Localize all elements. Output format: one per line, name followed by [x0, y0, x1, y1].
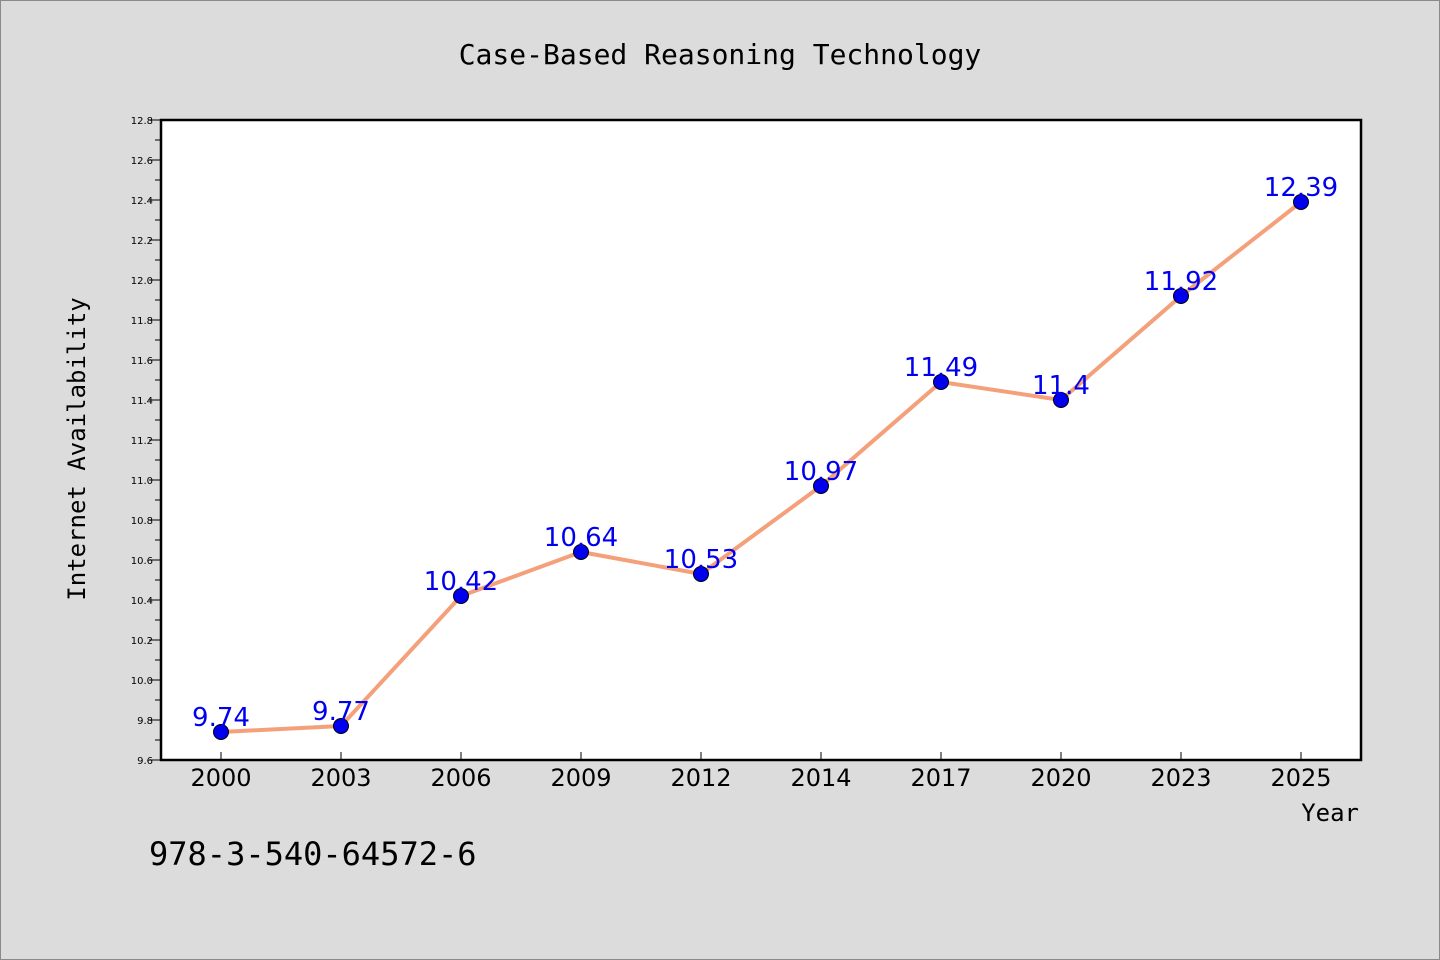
x-tick-label: 2003 [310, 764, 371, 792]
data-label: 10.97 [784, 457, 858, 487]
data-point [213, 724, 229, 740]
y-tick-label: 12.2 [131, 236, 153, 247]
y-tick-label: 9.6 [137, 756, 153, 767]
footnote-text: 978-3-540-64572-6 [149, 835, 477, 873]
x-tick-label: 2014 [790, 764, 851, 792]
data-label: 11.92 [1144, 267, 1218, 297]
x-tick-label: 2017 [910, 764, 971, 792]
y-tick-label: 12.6 [131, 156, 153, 167]
data-point [813, 478, 829, 494]
y-tick-label: 10.2 [131, 636, 153, 647]
data-label: 11.4 [1032, 371, 1090, 401]
data-point [453, 588, 469, 604]
series-layer [213, 194, 1309, 740]
x-tick-label: 2012 [670, 764, 731, 792]
x-tick-label: 2009 [550, 764, 611, 792]
data-point [693, 566, 709, 582]
data-label: 12.39 [1264, 173, 1338, 203]
y-tick-label: 11.2 [131, 436, 153, 447]
data-label: 10.64 [544, 523, 618, 553]
y-tick-label: 12.8 [131, 116, 153, 127]
data-point [333, 718, 349, 734]
series-line [219, 200, 1303, 734]
y-axis-label: Internet Availability [63, 297, 91, 600]
y-tick-label: 11.6 [131, 356, 153, 367]
y-tick-label: 12.0 [131, 276, 153, 287]
data-point [573, 544, 589, 560]
x-tick-label: 2000 [190, 764, 251, 792]
data-label: 9.74 [192, 703, 250, 733]
x-axis-ticks: 2000 2003 2006 2009 2012 2014 2017 2020 2023 2025 [190, 752, 1332, 792]
chart-title: Case-Based Reasoning Technology [459, 38, 982, 71]
data-labels-layer: 9.74 9.77 10.42 10.64 10.53 10.97 11.49 11.4 11.… [192, 173, 1338, 733]
y-tick-label: 10.6 [131, 556, 153, 567]
y-tick-label: 10.4 [131, 596, 153, 607]
y-tick-label: 11.8 [131, 316, 153, 327]
y-tick-label: 12.4 [131, 196, 153, 207]
y-tick-label: 9.8 [137, 716, 153, 727]
data-point [1053, 392, 1069, 408]
y-tick-label: 11.0 [131, 476, 153, 487]
x-tick-label: 2006 [430, 764, 491, 792]
data-point [1173, 288, 1189, 304]
data-label: 9.77 [312, 697, 370, 727]
data-point [1293, 194, 1309, 210]
y-tick-label: 10.8 [131, 516, 153, 527]
data-label: 10.42 [424, 567, 498, 597]
data-label: 10.53 [664, 545, 738, 575]
x-tick-label: 2023 [1150, 764, 1211, 792]
x-tick-label: 2025 [1270, 764, 1331, 792]
data-label: 11.49 [904, 353, 978, 383]
x-axis-label: Year [1301, 799, 1359, 827]
plot-area [159, 118, 1363, 762]
y-tick-label: 11.4 [131, 396, 153, 407]
x-tick-label: 2020 [1030, 764, 1091, 792]
y-tick-label: 10.0 [131, 676, 153, 687]
data-point [933, 374, 949, 390]
y-axis-ticks: 9.6 9.8 10.0 10.2 10.4 10.6 10.8 11.0 11.2 11.4 11… [131, 116, 161, 767]
